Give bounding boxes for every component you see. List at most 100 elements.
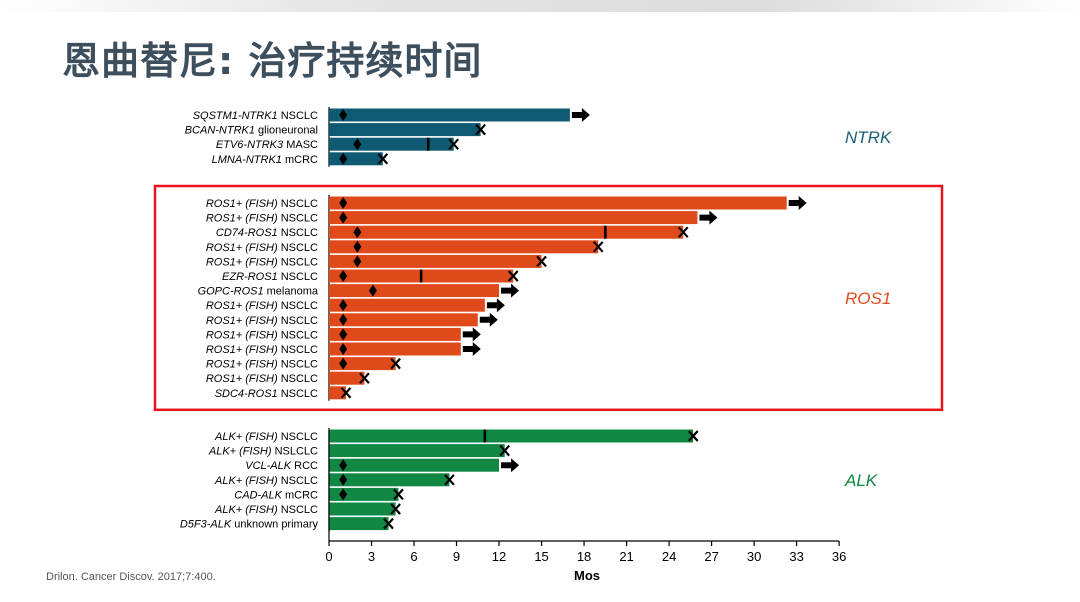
row-label: ROS1+ (FISH) NSCLC — [206, 315, 318, 327]
row-label: CD74-ROS1 NSCLC — [216, 227, 318, 239]
bar — [329, 313, 478, 327]
discontinued-x — [507, 270, 519, 282]
bar — [329, 473, 450, 487]
bar — [329, 327, 461, 341]
discontinued-x — [592, 241, 604, 253]
diamond-marker — [339, 270, 348, 282]
bar — [329, 517, 389, 531]
row-label: ROS1+ (FISH) NSCLC — [206, 373, 318, 385]
row-label: SDC4-ROS1 NSCLC — [215, 388, 318, 400]
discontinued-x — [444, 474, 455, 486]
x-tick-label: 33 — [789, 549, 803, 564]
row-label: ROS1+ (FISH) NSCLC — [206, 213, 318, 225]
diamond-marker — [353, 240, 362, 253]
bar — [329, 152, 383, 166]
row-label: SQSTM1-NTRK1 NSCLC — [193, 110, 318, 122]
discontinued-x — [390, 357, 401, 370]
bar — [329, 357, 396, 371]
x-tick-label: 9 — [453, 549, 460, 564]
bar — [329, 458, 500, 472]
discontinued-x — [383, 517, 394, 530]
row-label: ETV6-NTRK3 MASC — [216, 139, 318, 151]
group-label-ros1: ROS1 — [845, 289, 891, 308]
row-label: D5F3-ALK unknown primary — [180, 519, 319, 531]
ongoing-arrow — [699, 210, 718, 225]
x-tick-label: 12 — [492, 549, 506, 564]
ongoing-arrow — [501, 283, 520, 298]
ongoing-arrow — [462, 342, 481, 356]
row-label: LMNA-NTRK1 mCRC — [212, 154, 318, 166]
diamond-marker — [339, 197, 348, 209]
row-label: ALK+ (FISH) NSLCLC — [208, 446, 318, 458]
bar — [329, 298, 485, 312]
row-label: ROS1+ (FISH) NSCLC — [206, 242, 318, 254]
ongoing-arrow — [462, 327, 481, 342]
row-label: ROS1+ (FISH) NSCLC — [206, 329, 318, 341]
top-gradient-bar — [0, 0, 1080, 12]
bar — [329, 137, 454, 151]
diamond-marker — [353, 138, 362, 151]
x-tick-label: 27 — [704, 549, 718, 564]
bar — [329, 502, 396, 516]
discontinued-x — [499, 444, 511, 457]
discontinued-x — [340, 387, 352, 399]
discontinued-x — [448, 138, 460, 150]
diamond-marker — [339, 459, 348, 472]
citation: Drilon. Cancer Discov. 2017;7:400. — [46, 571, 216, 583]
x-tick-label: 6 — [410, 549, 417, 564]
discontinued-x — [475, 123, 486, 136]
x-tick-label: 0 — [325, 549, 332, 564]
ongoing-arrow — [501, 458, 520, 473]
diamond-marker — [353, 255, 362, 268]
bar — [329, 196, 787, 210]
row-label: ALK+ (FISH) NSCLC — [214, 504, 318, 516]
discontinued-x — [677, 226, 689, 238]
ongoing-arrow — [479, 312, 498, 327]
bar — [329, 254, 542, 268]
group-label-alk: ALK — [844, 471, 878, 490]
diamond-marker — [368, 284, 377, 297]
discontinued-x — [536, 255, 547, 268]
bar — [329, 371, 365, 385]
ongoing-arrow — [788, 196, 807, 210]
discontinued-x — [687, 430, 699, 442]
bar — [329, 487, 399, 501]
discontinued-x — [390, 503, 401, 515]
bar — [329, 429, 694, 443]
diamond-marker — [339, 313, 348, 326]
slide-title: 恩曲替尼: 治疗持续时间 — [62, 39, 483, 83]
diamond-marker — [339, 343, 348, 355]
diamond-marker — [339, 488, 348, 501]
diamond-marker — [339, 328, 348, 341]
bar — [329, 108, 570, 122]
discontinued-x — [377, 153, 389, 165]
row-label: ROS1+ (FISH) NSCLC — [206, 300, 318, 312]
x-tick-label: 18 — [577, 549, 591, 564]
group-label-ntrk: NTRK — [845, 128, 892, 147]
bar — [329, 240, 599, 254]
row-label: ROS1+ (FISH) NSCLC — [206, 344, 318, 356]
x-tick-label: 15 — [534, 549, 548, 564]
x-tick-label: 21 — [619, 549, 633, 564]
bar — [329, 342, 461, 356]
row-label: ROS1+ (FISH) NSCLC — [206, 198, 318, 210]
diamond-marker — [353, 226, 362, 239]
diamond-marker — [339, 152, 348, 165]
bar — [329, 444, 505, 458]
diamond-marker — [339, 357, 348, 370]
row-label: ALK+ (FISH) NSCLC — [214, 475, 318, 487]
ongoing-arrow — [486, 298, 505, 313]
row-label: ROS1+ (FISH) NSCLC — [206, 256, 318, 268]
row-label: VCL-ALK RCC — [245, 460, 318, 472]
row-label: EZR-ROS1 NSCLC — [222, 271, 318, 283]
x-tick-label: 36 — [832, 549, 846, 564]
highlight-box — [153, 184, 944, 412]
ongoing-arrow — [571, 108, 590, 122]
row-label: GOPC-ROS1 melanoma — [198, 286, 319, 298]
bar — [329, 284, 500, 298]
row-label: ROS1+ (FISH) NSCLC — [206, 359, 318, 371]
x-tick-label: 24 — [662, 549, 676, 564]
discontinued-x — [393, 488, 404, 501]
x-tick-label: 3 — [368, 549, 375, 564]
